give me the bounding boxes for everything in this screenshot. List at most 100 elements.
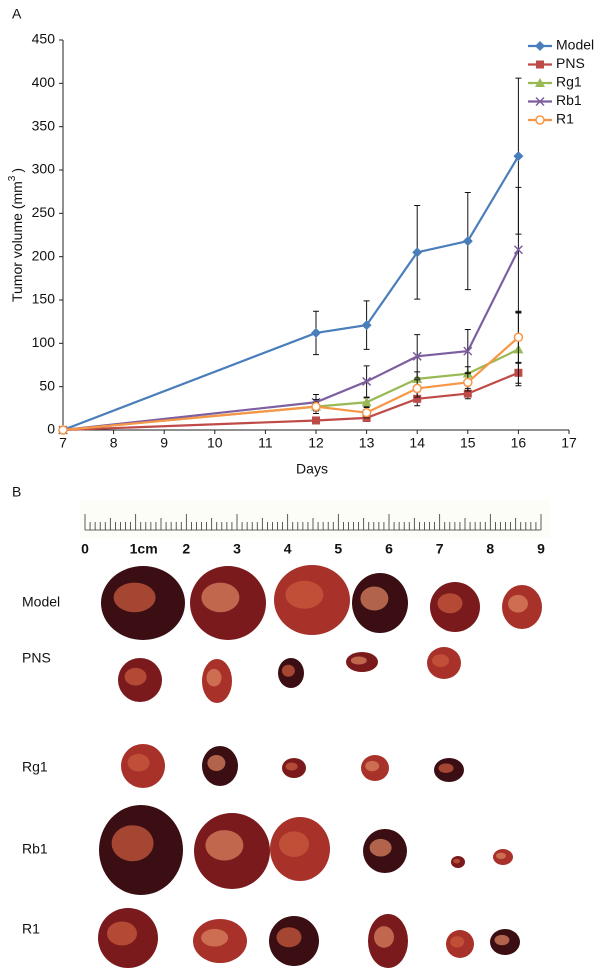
tumor-highlight bbox=[201, 928, 229, 947]
x-axis-label: Days bbox=[296, 461, 328, 477]
y-label-end: ) bbox=[9, 168, 25, 173]
tumor-highlight bbox=[360, 586, 389, 611]
tumor-highlight bbox=[111, 825, 154, 862]
tumor-highlight bbox=[205, 830, 244, 861]
legend-marker bbox=[535, 41, 545, 51]
y-tick-label: 50 bbox=[39, 377, 55, 393]
tumor-highlight bbox=[508, 594, 528, 613]
legend-marker bbox=[535, 78, 545, 87]
tumor-highlight bbox=[279, 831, 309, 857]
ruler-label: 2 bbox=[182, 541, 190, 557]
tumor-highlight bbox=[285, 762, 298, 771]
tumor-highlight bbox=[437, 593, 463, 614]
tumor-highlight bbox=[127, 753, 150, 772]
series-line bbox=[62, 371, 519, 432]
legend-label: Rb1 bbox=[556, 92, 582, 108]
y-tick-label: 150 bbox=[32, 291, 56, 307]
data-point bbox=[412, 383, 422, 394]
legend-label: Rg1 bbox=[556, 74, 582, 90]
x-tick-label: 10 bbox=[207, 435, 223, 451]
data-point bbox=[361, 397, 372, 407]
ruler-label: 9 bbox=[537, 541, 545, 557]
legend-label: Model bbox=[556, 37, 594, 53]
data-point bbox=[462, 236, 473, 247]
row-label: Model bbox=[22, 594, 60, 610]
data-point bbox=[513, 332, 524, 343]
data-point bbox=[312, 416, 320, 425]
tumor-highlight bbox=[496, 852, 506, 859]
x-tick-label: 16 bbox=[511, 435, 527, 451]
tumor-highlight bbox=[450, 936, 465, 948]
tumor-highlight bbox=[201, 582, 240, 613]
y-tick-label: 100 bbox=[32, 334, 56, 350]
tumor-highlight bbox=[432, 654, 450, 667]
data-point bbox=[58, 425, 68, 435]
x-tick-label: 8 bbox=[110, 435, 118, 451]
ruler-label: 0 bbox=[81, 541, 89, 557]
tumor-highlight bbox=[124, 667, 147, 686]
tumor-highlight bbox=[374, 926, 394, 948]
ruler-label: 4 bbox=[284, 541, 292, 557]
ruler bbox=[80, 500, 550, 538]
x-tick-label: 9 bbox=[160, 435, 168, 451]
legend-marker bbox=[535, 96, 545, 107]
x-tick-label: 12 bbox=[308, 435, 324, 451]
data-point bbox=[463, 389, 472, 398]
tumor-highlight bbox=[438, 763, 454, 773]
panel-label: B bbox=[12, 484, 21, 500]
row-label: Rb1 bbox=[22, 841, 48, 857]
row-label: PNS bbox=[22, 650, 51, 666]
data-point bbox=[412, 351, 422, 361]
data-point bbox=[412, 247, 423, 258]
row-label: R1 bbox=[22, 921, 40, 937]
tumor-highlight bbox=[276, 927, 302, 948]
panel-label: A bbox=[12, 6, 22, 22]
tumor-highlight bbox=[207, 755, 226, 771]
y-tick-label: 0 bbox=[47, 421, 55, 437]
tumor-highlight bbox=[453, 858, 461, 864]
y-tick-label: 300 bbox=[32, 161, 56, 177]
tumor-highlight bbox=[285, 580, 324, 609]
tumor-highlight bbox=[107, 921, 137, 946]
tumor-highlight bbox=[365, 760, 380, 772]
legend-marker bbox=[535, 115, 545, 125]
ruler-label: 6 bbox=[385, 541, 393, 557]
series-line bbox=[62, 336, 520, 432]
ruler-label: 7 bbox=[436, 541, 444, 557]
tumor-highlight bbox=[494, 934, 510, 946]
series-line bbox=[62, 155, 520, 432]
data-point bbox=[362, 376, 372, 386]
data-point bbox=[463, 377, 473, 388]
data-point bbox=[463, 346, 473, 356]
y-label-text: Tumor volume (mm bbox=[9, 181, 25, 302]
y-tick-label: 450 bbox=[32, 31, 56, 47]
tumor-highlight bbox=[281, 664, 295, 677]
series-line bbox=[62, 249, 520, 432]
tumor-highlight bbox=[113, 582, 156, 613]
x-tick-label: 13 bbox=[359, 435, 375, 451]
ruler-label: 3 bbox=[233, 541, 241, 557]
x-tick-label: 7 bbox=[59, 435, 67, 451]
x-tick-label: 15 bbox=[460, 435, 476, 451]
ruler-label: 5 bbox=[334, 541, 342, 557]
x-tick-label: 17 bbox=[561, 435, 577, 451]
x-tick-label: 11 bbox=[258, 435, 273, 451]
data-point bbox=[361, 407, 372, 418]
data-point bbox=[361, 320, 372, 331]
y-tick-label: 400 bbox=[32, 74, 56, 90]
legend-label: R1 bbox=[556, 111, 574, 127]
data-point bbox=[513, 151, 524, 162]
series-line bbox=[62, 348, 519, 432]
y-tick-label: 200 bbox=[32, 247, 56, 263]
data-point bbox=[311, 401, 321, 412]
tumor-highlight bbox=[369, 838, 392, 857]
y-label-sup: 3 bbox=[7, 175, 18, 181]
row-label: Rg1 bbox=[22, 759, 48, 775]
tumor-highlight bbox=[206, 668, 222, 687]
y-tick-label: 350 bbox=[32, 117, 56, 133]
legend-label: PNS bbox=[556, 55, 585, 71]
x-tick-label: 14 bbox=[409, 435, 425, 451]
ruler-label: 1cm bbox=[130, 541, 158, 557]
